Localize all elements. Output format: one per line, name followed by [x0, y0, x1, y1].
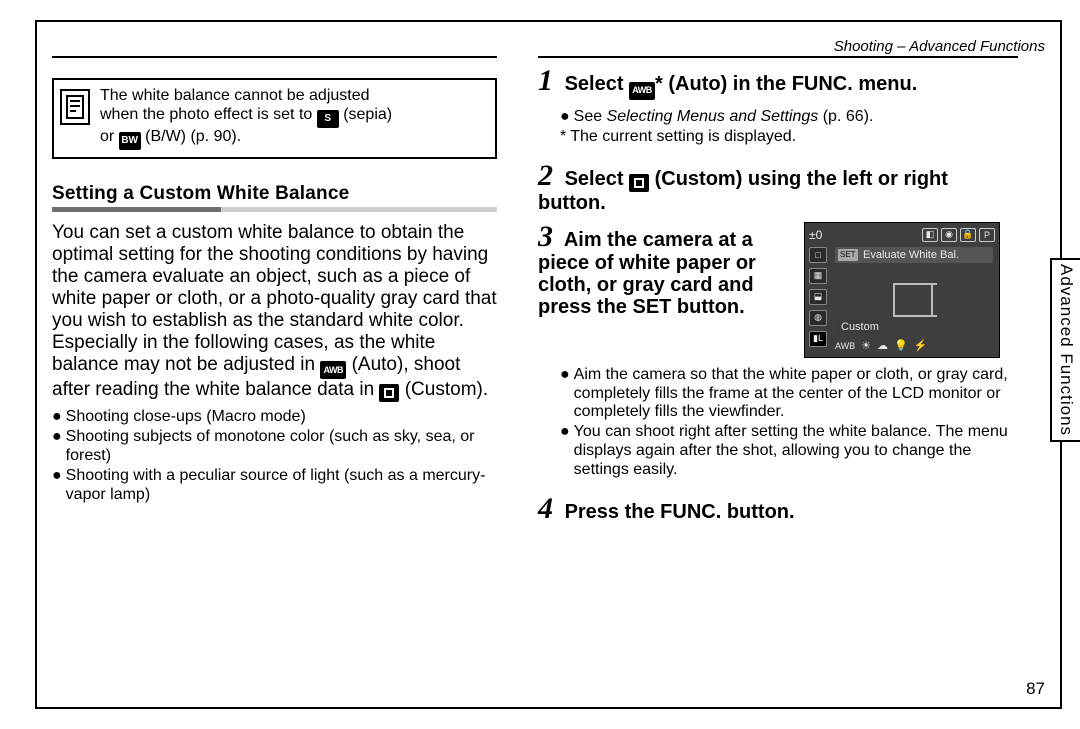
- note-row: ●Aim the camera so that the white paper …: [560, 366, 1018, 423]
- header-rule-right: [538, 56, 1018, 58]
- bullet-text: Shooting with a peculiar source of light…: [66, 467, 497, 505]
- step-number: 2: [538, 161, 553, 191]
- bullet-text: Shooting close-ups (Macro mode): [66, 408, 306, 427]
- step-2: 2 Select (Custom) using the left or righ…: [538, 161, 1018, 214]
- page-number: 87: [1026, 679, 1045, 699]
- custom-wb-icon: [379, 384, 399, 402]
- note-text: The white balance cannot be adjusted whe…: [100, 87, 392, 150]
- note-prefix: *: [560, 128, 566, 147]
- lcd-topbar: ±0 ◧ ◉ 🔒 P: [809, 226, 995, 244]
- lcd-icon: ◉: [941, 228, 957, 242]
- note-text: You can shoot right after setting the wh…: [574, 423, 1018, 480]
- bw-effect-icon: BW: [119, 132, 141, 150]
- lcd-left-icons: □ ▦ ⬓ ◍ ▮L: [809, 247, 829, 347]
- step2-text-a: Select: [565, 168, 629, 190]
- bullet-row: ●Shooting subjects of monotone color (su…: [52, 428, 497, 466]
- set-label: SET: [840, 250, 856, 259]
- section-bullets: ●Shooting close-ups (Macro mode) ●Shooti…: [52, 408, 497, 504]
- lcd-icon: ◧: [922, 228, 938, 242]
- bullet-dot: ●: [52, 408, 62, 427]
- note-box: The white balance cannot be adjusted whe…: [52, 78, 497, 159]
- evaluate-bar: SET Evaluate White Bal.: [835, 247, 993, 263]
- note-row: ●See Selecting Menus and Settings (p. 66…: [560, 108, 1018, 127]
- header-breadcrumb: Shooting – Advanced Functions: [834, 38, 1045, 55]
- left-column: The white balance cannot be adjusted whe…: [52, 78, 497, 505]
- step-number: 1: [538, 66, 553, 96]
- section-para-custom: (Custom).: [405, 379, 488, 400]
- step-number: 3: [538, 222, 553, 252]
- custom-wb-icon: [629, 174, 649, 192]
- note-row: *The current setting is displayed.: [560, 128, 1018, 147]
- evaluate-label: Evaluate White Bal.: [863, 249, 959, 261]
- bullet-row: ●Shooting close-ups (Macro mode): [52, 408, 497, 427]
- bullet-text: Shooting subjects of monotone color (suc…: [66, 428, 497, 466]
- camera-lcd-screenshot: ±0 ◧ ◉ 🔒 P □ ▦ ⬓ ◍ ▮L SET Evaluate White …: [804, 222, 1000, 358]
- wb-option-icon: ⚡: [914, 339, 928, 352]
- note-text: Aim the camera so that the white paper o…: [574, 366, 1018, 423]
- note-line2b: (sepia): [343, 106, 392, 123]
- step-number: 4: [538, 494, 553, 524]
- awb-icon: AWB: [320, 361, 346, 379]
- awb-icon: AWB: [629, 82, 655, 100]
- memo-icon: [60, 89, 90, 125]
- focus-frame: [893, 285, 933, 315]
- step1-text-a: Select: [565, 73, 629, 95]
- note-text: See Selecting Menus and Settings (p. 66)…: [574, 108, 874, 127]
- section-para-auto: (Auto),: [352, 354, 409, 375]
- lcd-icon: ▦: [809, 268, 827, 284]
- wb-option-icon: ☁: [877, 339, 888, 352]
- section-para-a: You can set a custom white balance to ob…: [52, 222, 497, 375]
- note-italic: Selecting Menus and Settings: [607, 108, 819, 125]
- bullet-dot: ●: [560, 366, 570, 423]
- step1-text-b: * (Auto) in the FUNC. menu.: [655, 73, 917, 95]
- bullet-row: ●Shooting with a peculiar source of ligh…: [52, 467, 497, 505]
- bullet-dot: ●: [52, 467, 62, 505]
- note-row: ●You can shoot right after setting the w…: [560, 423, 1018, 480]
- bullet-dot: ●: [560, 423, 570, 480]
- step3-text: Aim the camera at a piece of white paper…: [538, 229, 756, 318]
- lock-icon: 🔒: [960, 228, 976, 242]
- note-line3a: or: [100, 128, 119, 145]
- lcd-icon: ⬓: [809, 289, 827, 305]
- awb-label: AWB: [835, 341, 855, 351]
- custom-bar: Custom: [835, 319, 993, 335]
- note-prefix: ●: [560, 108, 570, 127]
- step-3-wrap: 3 Aim the camera at a piece of white pap…: [538, 222, 1018, 358]
- note-line1: The white balance cannot be adjusted: [100, 87, 370, 104]
- wb-option-icon: 💡: [894, 339, 908, 352]
- exposure-indicator: ±0: [809, 228, 822, 242]
- note-line3b: (B/W) (p. 90).: [145, 128, 241, 145]
- lcd-icon: ▮L: [809, 331, 827, 347]
- section-paragraph: You can set a custom white balance to ob…: [52, 222, 497, 402]
- header-rule-left: [52, 56, 497, 58]
- note-line2a: when the photo effect is set to: [100, 106, 317, 123]
- lcd-icon: □: [809, 247, 827, 263]
- right-column: 1 Select AWB* (Auto) in the FUNC. menu. …: [538, 66, 1018, 532]
- sepia-effect-icon: S: [317, 110, 339, 128]
- step-3: 3 Aim the camera at a piece of white pap…: [538, 222, 790, 318]
- section-heading: Setting a Custom White Balance: [52, 183, 497, 205]
- section-underline: [52, 207, 497, 212]
- wb-option-icon: ☀: [861, 339, 871, 352]
- step4-text: Press the FUNC. button.: [565, 501, 795, 523]
- section-side-tab: Advanced Functions: [1050, 258, 1080, 442]
- step3-notes: ●Aim the camera so that the white paper …: [538, 366, 1018, 480]
- step-4: 4 Press the FUNC. button.: [538, 494, 1018, 524]
- bullet-dot: ●: [52, 428, 62, 466]
- mode-icon: P: [979, 228, 995, 242]
- step-1: 1 Select AWB* (Auto) in the FUNC. menu.: [538, 66, 1018, 100]
- step1-notes: ●See Selecting Menus and Settings (p. 66…: [538, 108, 1018, 147]
- note-text: The current setting is displayed.: [570, 128, 796, 147]
- lcd-bottom-row: AWB ☀ ☁ 💡 ⚡: [835, 339, 993, 353]
- lcd-icon: ◍: [809, 310, 827, 326]
